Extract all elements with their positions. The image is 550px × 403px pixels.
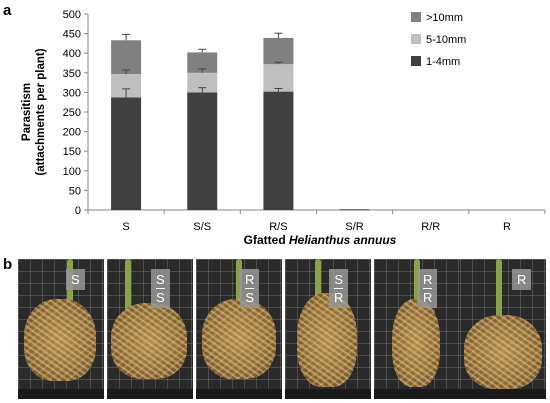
- bar-segment->10mm: [187, 52, 218, 73]
- graft-label: R: [512, 269, 532, 290]
- root-mass: [464, 315, 542, 389]
- bar-segment-5-10mm: [187, 72, 218, 93]
- root-photo: S: [18, 259, 104, 399]
- root-mass: [111, 303, 187, 379]
- x-axis-label: Gfatted Helianthus annuus: [244, 233, 397, 247]
- legend-label: >10mm: [426, 12, 463, 24]
- y-tick-label: 0: [75, 205, 81, 217]
- y-tick-label: 500: [63, 9, 81, 21]
- bar-segment-1-4mm: [263, 91, 294, 210]
- rootstock-label: R: [334, 290, 344, 305]
- stacked-bar-chart: 0 50 100 150 200 250 300 350 400 450 500 S S/S R/S S/…: [21, 9, 546, 247]
- root-mass: [297, 293, 357, 387]
- plant-stem: [236, 259, 242, 319]
- legend: >10mm 5-10mm 1-4mm: [411, 12, 466, 68]
- x-axis-label-species: Helianthus annuus: [289, 233, 397, 247]
- x-tick-label: R/S: [269, 221, 287, 233]
- legend-label: 1-4mm: [426, 56, 460, 68]
- legend-swatch: [411, 56, 421, 66]
- y-axis-label: Parasitism: [21, 83, 33, 141]
- genotype-label: R: [517, 272, 527, 287]
- root-photo: R: [460, 259, 546, 399]
- y-tick-label: 200: [63, 127, 81, 139]
- plant-stem: [125, 259, 131, 319]
- panel-a-label: a: [3, 2, 12, 19]
- root-mass: [392, 299, 440, 387]
- bar-segment->10mm: [111, 40, 142, 74]
- scion-label: S: [334, 272, 344, 289]
- y-tick-label: 300: [63, 87, 81, 99]
- rootstock-label: R: [423, 290, 433, 305]
- rootstock-label: S: [156, 290, 165, 305]
- ruler-strip: [374, 389, 460, 399]
- scion-label: R: [423, 272, 433, 289]
- ruler-strip: [196, 389, 282, 399]
- bar-segment-1-4mm: [187, 92, 218, 210]
- x-axis: S S/S R/S S/R R/R R: [87, 209, 546, 233]
- ruler-strip: [18, 389, 104, 399]
- y-tick-label: 50: [69, 185, 81, 197]
- plant-stem: [315, 259, 321, 319]
- y-tick-label: 400: [63, 48, 81, 60]
- genotype-label: S: [71, 272, 80, 287]
- error-bars: [122, 32, 283, 98]
- graft-label: S: [66, 269, 85, 290]
- rootstock-label: S: [245, 290, 255, 305]
- bars: [111, 37, 370, 211]
- legend-swatch: [411, 12, 421, 22]
- y-tick-label: 250: [63, 107, 81, 119]
- scion-label: S: [156, 272, 165, 289]
- y-tick-label: 150: [63, 146, 81, 158]
- x-tick-label: R/R: [421, 221, 440, 233]
- ruler-strip: [107, 389, 193, 399]
- plant-stem: [414, 259, 420, 319]
- x-tick-label: S: [122, 221, 129, 233]
- legend-label: 5-10mm: [426, 34, 466, 46]
- bar-segment-1-4mm: [111, 97, 142, 210]
- x-axis-label-prefix: Gfatted: [244, 233, 289, 247]
- root-mass: [24, 299, 96, 381]
- y-tick-label: 450: [63, 29, 81, 41]
- bar-segment-5-10mm: [111, 73, 142, 98]
- bar-segment->10mm: [263, 37, 294, 65]
- root-mass: [202, 299, 276, 379]
- legend-swatch: [411, 34, 421, 44]
- y-tick-label: 350: [63, 68, 81, 80]
- panel-b-label: b: [3, 256, 13, 273]
- scion-label: R: [245, 272, 255, 289]
- y-axis-label-units: (attachments per plant): [35, 48, 47, 175]
- ruler-strip: [460, 389, 546, 399]
- plant-stem: [496, 259, 502, 319]
- bar-segment-small: [339, 209, 370, 211]
- y-tick-label: 100: [63, 166, 81, 178]
- y-axis: 0 50 100 150 200 250 300 350 400 450 500: [63, 9, 89, 217]
- ruler-strip: [285, 389, 371, 399]
- bar-segment-5-10mm: [263, 64, 294, 92]
- x-tick-label: S/S: [193, 221, 211, 233]
- x-tick-label: S/R: [345, 221, 363, 233]
- x-tick-label: R: [503, 221, 511, 233]
